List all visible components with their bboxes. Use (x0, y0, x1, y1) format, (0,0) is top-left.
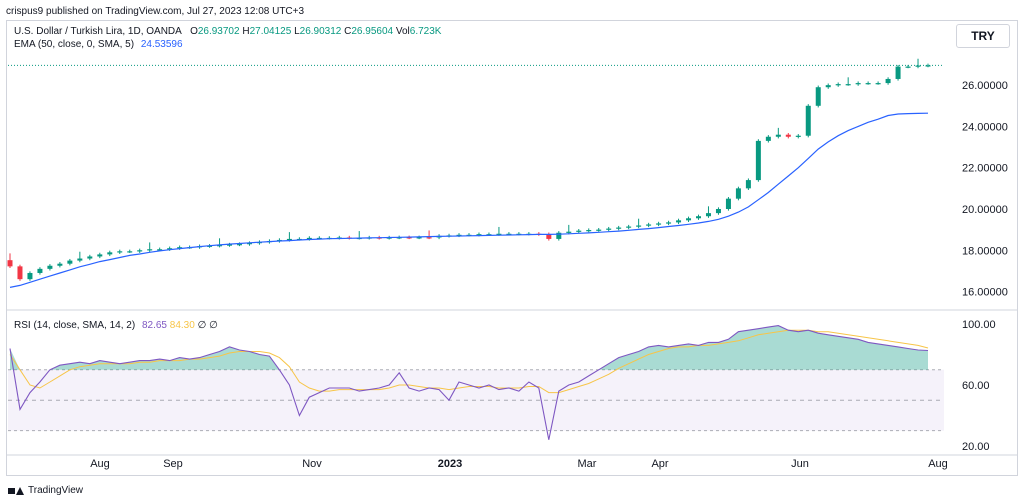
open-value: 26.93702 (197, 26, 240, 37)
low-label: L (294, 26, 300, 37)
ema-value: 24.53596 (140, 39, 183, 50)
currency-label-box[interactable]: TRY (956, 24, 1010, 48)
symbol-title[interactable]: U.S. Dollar / Turkish Lira, 1D, OANDA (14, 26, 182, 37)
rsi-ma-value: 84.30 (169, 320, 195, 331)
rsi-empty-1: ∅ (197, 320, 207, 331)
price-legend: U.S. Dollar / Turkish Lira, 1D, OANDA O2… (14, 26, 441, 37)
ema-legend[interactable]: EMA (50, close, 0, SMA, 5) 24.53596 (14, 39, 183, 50)
footer: TradingView (8, 485, 83, 496)
rsi-empty-2: ∅ (209, 320, 218, 331)
rsi-title: RSI (14, close, SMA, 14, 2) (14, 320, 136, 331)
rsi-legend[interactable]: RSI (14, close, SMA, 14, 2) 82.65 84.30 … (14, 320, 218, 331)
close-label: C (344, 26, 352, 37)
low-value: 26.90312 (299, 26, 342, 37)
open-label: O (190, 26, 198, 37)
ema-title: EMA (50, close, 0, SMA, 5) (14, 39, 135, 50)
rsi-value: 82.65 (141, 320, 167, 331)
volume-label: Vol (395, 26, 410, 37)
tradingview-logo-icon (8, 486, 24, 496)
close-value: 26.95604 (351, 26, 394, 37)
high-value: 27.04125 (249, 26, 292, 37)
volume-value: 6.723K (409, 26, 442, 37)
publisher-line: crispus9 published on TradingView.com, J… (6, 6, 305, 17)
high-label: H (242, 26, 250, 37)
footer-brand: TradingView (28, 485, 84, 496)
chart-frame (6, 20, 1018, 476)
